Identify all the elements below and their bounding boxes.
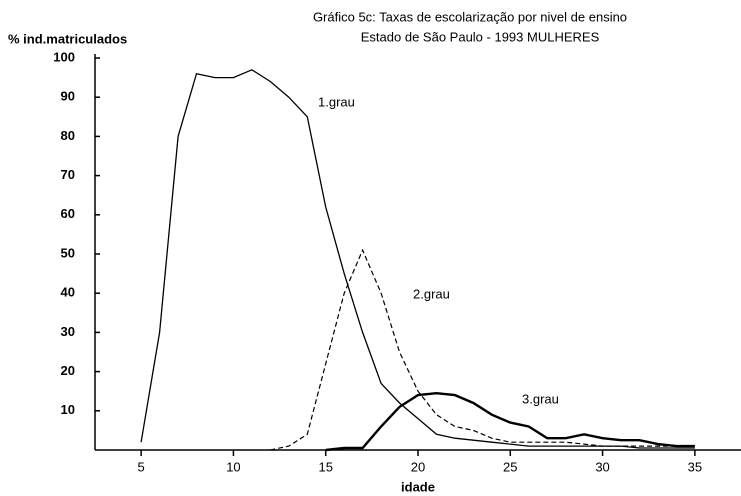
x-tick-label: 20 [411,459,425,474]
y-tick-label: 10 [61,402,75,417]
y-axis-label: % ind.matriculados [8,31,127,46]
chart-title: Gráfico 5c: Taxas de escolarização por n… [313,9,627,24]
y-tick-label: 70 [61,167,75,182]
series-line [270,248,695,451]
y-tick-label: 60 [61,206,75,221]
x-axis-label: idade [401,479,435,494]
x-tick-label: 5 [138,459,145,474]
x-tick-label: 15 [318,459,332,474]
y-tick-label: 30 [61,324,75,339]
x-tick-label: 10 [226,459,240,474]
series-label: 2.grau [413,286,450,301]
x-tick-label: 35 [688,459,702,474]
y-tick-label: 50 [61,245,75,260]
series-line [325,391,695,452]
chart-subtitle: Estado de São Paulo - 1993 MULHERES [361,29,600,44]
y-tick-label: 100 [53,49,75,64]
y-tick-label: 80 [61,128,75,143]
x-tick-label: 30 [595,459,609,474]
x-tick-label: 25 [503,459,517,474]
y-tick-label: 40 [61,285,75,300]
y-tick-label: 90 [61,89,75,104]
y-tick-label: 20 [61,363,75,378]
series-label: 3.grau [522,391,559,406]
series-label: 1.grau [318,94,355,109]
